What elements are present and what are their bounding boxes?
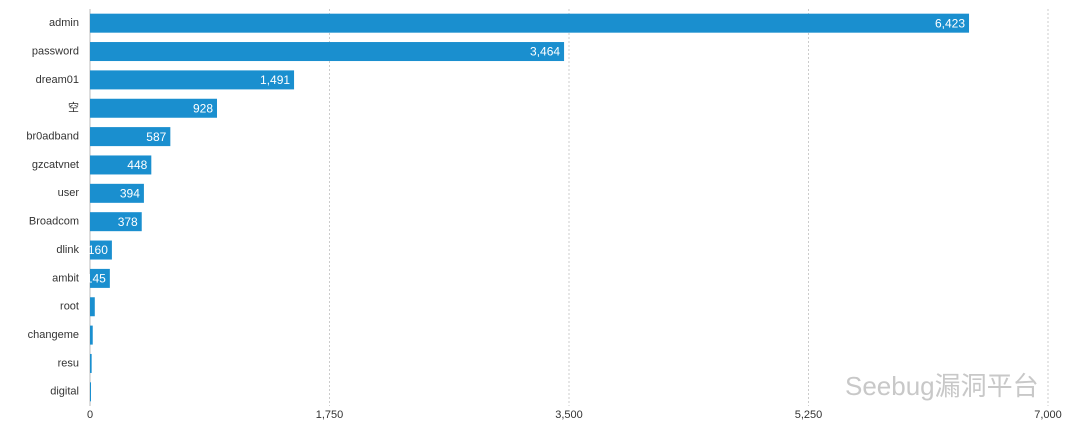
y-tick-label: dlink bbox=[56, 244, 79, 256]
bar bbox=[90, 70, 295, 90]
bar bbox=[90, 382, 91, 402]
value-label: 928 bbox=[193, 101, 213, 115]
x-tick-label: 7,000 bbox=[1034, 409, 1062, 421]
value-label: 1,491 bbox=[260, 73, 290, 87]
y-tick-label: Broadcom bbox=[29, 216, 79, 228]
x-tick-label: 0 bbox=[87, 409, 93, 421]
watermark: Seebug漏洞平台 bbox=[845, 371, 1039, 401]
y-tick-label: dream01 bbox=[36, 74, 79, 86]
bar bbox=[90, 183, 144, 203]
bar bbox=[90, 240, 112, 260]
x-tick-label: 5,250 bbox=[795, 409, 823, 421]
bar bbox=[90, 13, 970, 33]
bar bbox=[90, 325, 93, 345]
y-tick-label: password bbox=[32, 45, 79, 57]
value-label: 3,464 bbox=[530, 45, 560, 59]
bar bbox=[90, 353, 92, 373]
value-label: 6,423 bbox=[935, 16, 965, 30]
bar bbox=[90, 155, 152, 175]
y-tick-label: root bbox=[60, 301, 79, 313]
bar bbox=[90, 98, 218, 118]
bar bbox=[90, 127, 171, 147]
y-tick-label: 空 bbox=[68, 100, 79, 114]
value-label: 587 bbox=[146, 130, 166, 144]
y-tick-label: changeme bbox=[28, 329, 79, 341]
value-label: 378 bbox=[118, 215, 138, 229]
y-tick-label: user bbox=[58, 187, 80, 199]
y-tick-label: ambit bbox=[52, 272, 79, 284]
bar bbox=[90, 212, 142, 232]
value-label: 145 bbox=[86, 272, 106, 286]
bar bbox=[90, 297, 95, 317]
y-tick-label: admin bbox=[49, 17, 79, 29]
y-tick-label: digital bbox=[50, 386, 79, 398]
value-label: 448 bbox=[127, 158, 147, 172]
bar bbox=[90, 42, 565, 62]
bar bbox=[90, 268, 110, 288]
y-tick-label: gzcatvnet bbox=[32, 159, 79, 171]
value-label: 160 bbox=[88, 243, 108, 257]
value-label: 394 bbox=[120, 186, 140, 200]
x-tick-label: 3,500 bbox=[555, 409, 583, 421]
x-tick-label: 1,750 bbox=[316, 409, 344, 421]
y-tick-label: resu bbox=[58, 357, 79, 369]
y-tick-label: br0adband bbox=[26, 131, 79, 143]
